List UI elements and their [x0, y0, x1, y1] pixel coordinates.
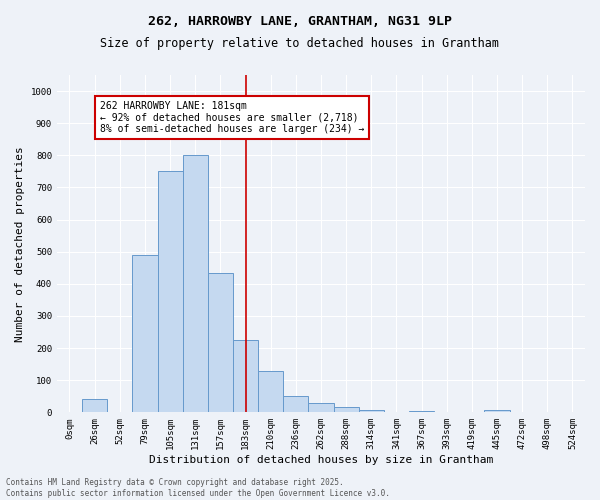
Bar: [409, 410, 434, 412]
Text: Contains HM Land Registry data © Crown copyright and database right 2025.
Contai: Contains HM Land Registry data © Crown c…: [6, 478, 390, 498]
Bar: [82, 400, 107, 412]
Bar: [359, 410, 384, 412]
Bar: [308, 404, 334, 412]
Text: 262, HARROWBY LANE, GRANTHAM, NG31 9LP: 262, HARROWBY LANE, GRANTHAM, NG31 9LP: [148, 15, 452, 28]
Bar: [283, 396, 308, 412]
Bar: [158, 172, 182, 412]
Bar: [182, 156, 208, 412]
X-axis label: Distribution of detached houses by size in Grantham: Distribution of detached houses by size …: [149, 455, 493, 465]
Bar: [133, 255, 158, 412]
Bar: [258, 370, 283, 412]
Bar: [208, 272, 233, 412]
Text: 262 HARROWBY LANE: 181sqm
← 92% of detached houses are smaller (2,718)
8% of sem: 262 HARROWBY LANE: 181sqm ← 92% of detac…: [100, 100, 364, 134]
Bar: [233, 340, 258, 412]
Bar: [334, 406, 359, 412]
Text: Size of property relative to detached houses in Grantham: Size of property relative to detached ho…: [101, 38, 499, 51]
Bar: [484, 410, 509, 412]
Y-axis label: Number of detached properties: Number of detached properties: [15, 146, 25, 342]
